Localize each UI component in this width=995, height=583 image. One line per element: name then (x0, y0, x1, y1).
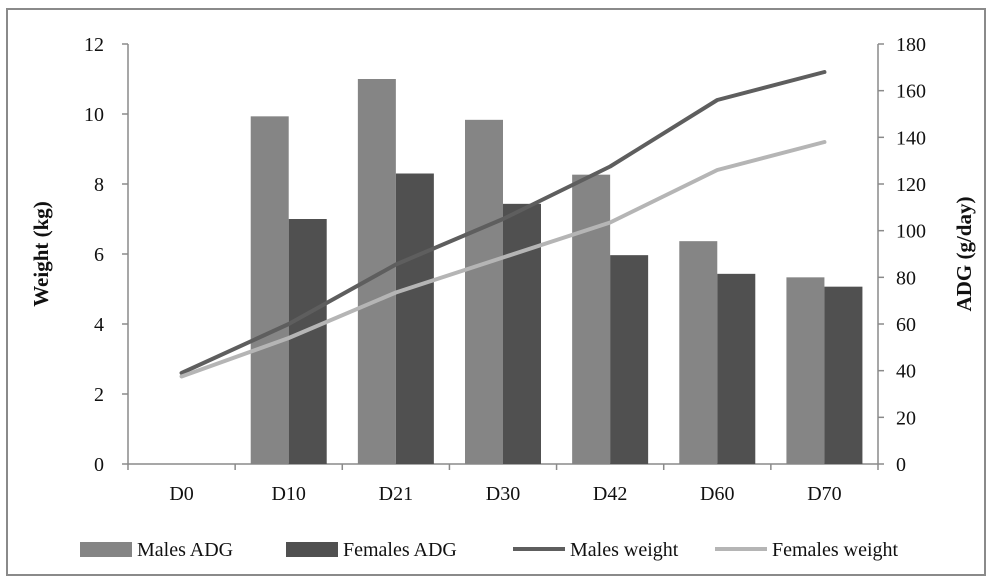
bar-females-adg (396, 174, 434, 465)
x-tick-label: D10 (271, 483, 305, 505)
y-left-tick-label: 4 (94, 314, 104, 336)
x-tick-label: D0 (169, 483, 193, 505)
bars-group (251, 79, 863, 464)
x-tick-label: D21 (379, 483, 413, 505)
legend: Males ADG Females ADG Males weight Females … (80, 539, 899, 561)
y-right-tick-label: 40 (896, 361, 916, 383)
bar-females-adg (610, 255, 648, 464)
x-tick-label: D70 (807, 483, 841, 505)
y-right-tick-label: 60 (896, 314, 916, 336)
y-right-tick-label: 100 (896, 221, 926, 243)
y-axis-right-title: ADG (g/day) (952, 197, 976, 312)
y-right-tick-label: 0 (896, 454, 906, 476)
bar-females-adg (289, 219, 327, 464)
y-right-tick-label: 20 (896, 407, 916, 429)
y-axis-left-title: Weight (kg) (29, 201, 53, 307)
y-right-tick-label: 180 (896, 34, 926, 56)
y-left-tick-label: 6 (94, 244, 104, 266)
bar-males-adg (465, 120, 503, 464)
bar-males-adg (572, 175, 610, 464)
bar-males-adg (358, 79, 396, 464)
y-right-tick-label: 120 (896, 174, 926, 196)
y-right-tick-label: 160 (896, 81, 926, 103)
legend-label-females-weight: Females weight (772, 539, 899, 561)
legend-label-males-weight: Males weight (570, 539, 679, 561)
y-right-tick-label: 140 (896, 127, 926, 149)
x-tick-label: D60 (700, 483, 734, 505)
x-tick-label: D42 (593, 483, 627, 505)
y-left-tick-label: 0 (94, 454, 104, 476)
y-left-tick-label: 12 (84, 34, 104, 56)
bar-females-adg (824, 287, 862, 464)
legend-label-males-adg: Males ADG (137, 539, 233, 561)
legend-swatch-males-adg (80, 542, 132, 557)
legend-label-females-adg: Females ADG (343, 539, 457, 561)
bar-females-adg (503, 204, 541, 464)
x-tick-label: D30 (486, 483, 520, 505)
y-left-tick-label: 10 (84, 104, 104, 126)
bar-males-adg (786, 277, 824, 464)
bar-females-adg (717, 274, 755, 464)
legend-swatch-females-adg (286, 542, 338, 557)
y-left-tick-label: 8 (94, 174, 104, 196)
bar-males-adg (679, 241, 717, 464)
bar-males-adg (251, 116, 289, 464)
y-left-tick-label: 2 (94, 384, 104, 406)
y-right-tick-label: 80 (896, 267, 916, 289)
